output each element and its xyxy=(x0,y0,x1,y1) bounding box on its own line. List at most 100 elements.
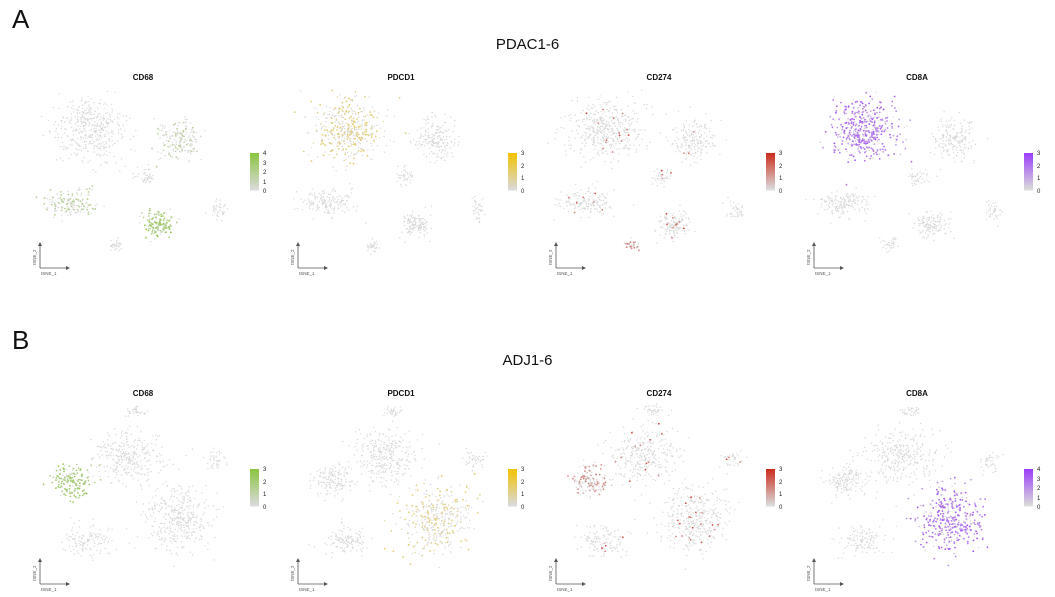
cell-point xyxy=(72,130,74,132)
cell-point xyxy=(126,432,129,434)
cell-point xyxy=(962,149,964,151)
cell-point xyxy=(618,134,621,137)
cell-point xyxy=(823,200,825,202)
cell-point xyxy=(576,100,579,102)
cell-point xyxy=(71,206,73,209)
cell-point xyxy=(107,540,110,543)
cell-point xyxy=(164,537,166,539)
cell-point xyxy=(327,134,330,137)
cell-point xyxy=(449,136,451,138)
cell-point xyxy=(196,150,198,153)
cell-point xyxy=(705,146,708,148)
cell-point xyxy=(383,135,385,138)
cell-point xyxy=(86,544,89,546)
cell-point xyxy=(353,120,355,123)
cell-point xyxy=(99,143,101,145)
cell-point xyxy=(332,200,335,202)
cell-point xyxy=(870,147,873,150)
cell-point xyxy=(108,146,111,148)
cell-point xyxy=(858,208,861,210)
cell-point xyxy=(688,146,690,148)
cell-point xyxy=(614,132,616,134)
cell-point xyxy=(843,201,845,203)
cell-point xyxy=(200,518,202,520)
cell-point xyxy=(193,541,196,543)
cell-point xyxy=(112,133,115,135)
cell-point xyxy=(872,109,875,112)
cell-point xyxy=(93,151,95,153)
cell-point xyxy=(576,124,579,126)
cell-point xyxy=(159,460,161,462)
cell-point xyxy=(615,108,618,111)
cell-point xyxy=(864,142,867,145)
cell-point xyxy=(346,123,349,125)
cell-point xyxy=(736,207,738,209)
cell-point xyxy=(547,142,549,144)
cell-point xyxy=(88,112,90,114)
cell-point xyxy=(354,113,357,116)
legend-tick-label: 1 xyxy=(521,176,525,183)
cell-point xyxy=(475,218,477,220)
cell-point xyxy=(82,542,85,544)
cell-point xyxy=(177,503,180,506)
cell-point xyxy=(349,138,351,140)
cell-point xyxy=(73,549,75,551)
cell-point xyxy=(100,164,102,166)
cell-point xyxy=(928,219,930,221)
cell-point xyxy=(152,435,154,437)
cell-point xyxy=(832,201,834,203)
cell-point xyxy=(343,131,346,134)
cell-point xyxy=(970,147,973,150)
cell-point xyxy=(680,129,682,132)
cell-point xyxy=(107,443,109,445)
cell-point xyxy=(304,116,306,118)
cell-point xyxy=(683,230,685,232)
cell-point xyxy=(612,133,614,135)
cell-point xyxy=(603,137,605,139)
cell-point xyxy=(615,116,617,118)
cell-point xyxy=(690,150,692,152)
cell-point xyxy=(581,136,583,138)
cell-point xyxy=(939,227,942,229)
cell-point xyxy=(150,225,152,227)
cell-point xyxy=(597,133,599,135)
cell-point xyxy=(986,219,988,221)
cell-point xyxy=(122,442,125,445)
cell-point xyxy=(88,100,90,103)
cell-point xyxy=(343,159,346,162)
cell-point xyxy=(133,446,135,449)
cell-point xyxy=(79,188,81,191)
cell-point xyxy=(673,236,675,239)
cell-point xyxy=(669,226,671,228)
cell-point xyxy=(110,482,112,484)
cell-point xyxy=(574,207,576,210)
cell-point xyxy=(172,538,175,541)
cell-point xyxy=(580,189,582,191)
cell-point xyxy=(601,129,603,132)
cell-point xyxy=(177,509,179,511)
cell-point xyxy=(124,452,127,455)
cell-point xyxy=(105,120,107,123)
cell-point xyxy=(868,118,871,120)
cell-point xyxy=(422,141,425,143)
cell-point xyxy=(437,125,439,127)
cell-point xyxy=(71,480,74,483)
cell-point xyxy=(634,138,637,141)
cell-point xyxy=(945,136,948,138)
cell-point xyxy=(415,141,418,143)
cell-point xyxy=(897,245,899,247)
cell-point xyxy=(357,121,359,123)
cell-point xyxy=(183,546,185,548)
cell-point xyxy=(183,532,185,534)
cell-point xyxy=(69,119,71,121)
cell-point xyxy=(873,143,876,146)
cell-point xyxy=(433,142,435,144)
cell-point xyxy=(192,504,195,506)
cell-point xyxy=(958,140,960,143)
cell-point xyxy=(98,102,100,104)
cell-point xyxy=(425,120,427,122)
cell-point xyxy=(838,216,840,219)
cell-point xyxy=(934,227,936,229)
cell-point xyxy=(404,132,407,135)
cell-point xyxy=(165,549,168,551)
